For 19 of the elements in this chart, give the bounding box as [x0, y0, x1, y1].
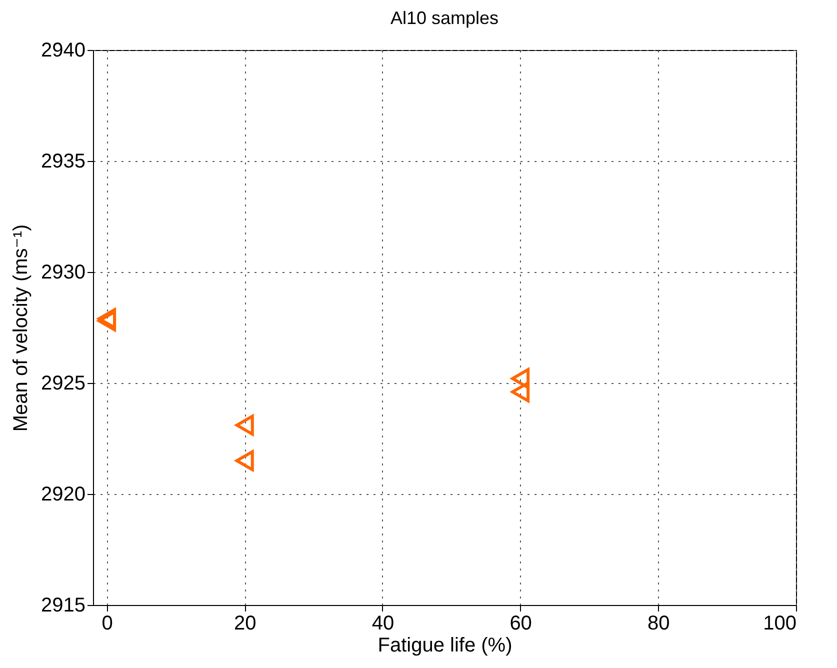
point — [235, 414, 254, 436]
x-tick-label: 20 — [234, 612, 256, 634]
chart-title: Al10 samples — [390, 8, 499, 28]
point — [235, 450, 254, 472]
y-tick-label: 2940 — [41, 40, 86, 62]
y-tick-label: 2925 — [41, 372, 86, 394]
x-tick-label: 80 — [648, 612, 670, 634]
point — [511, 368, 530, 390]
x-tick-label: 100 — [763, 612, 796, 634]
y-tick-label: 2915 — [41, 594, 86, 616]
y-tick-label: 2935 — [41, 150, 86, 172]
x-tick-label: 60 — [510, 612, 532, 634]
y-tick-label: 2930 — [41, 262, 86, 284]
x-axis-title: Fatigue life (%) — [378, 634, 512, 656]
y-tick-label: 2920 — [41, 484, 86, 506]
y-axis-title: Mean of velocity (ms⁻¹) — [10, 224, 32, 432]
x-tick-label: 0 — [102, 612, 113, 634]
point — [511, 381, 530, 402]
x-tick-label: 40 — [372, 612, 394, 634]
